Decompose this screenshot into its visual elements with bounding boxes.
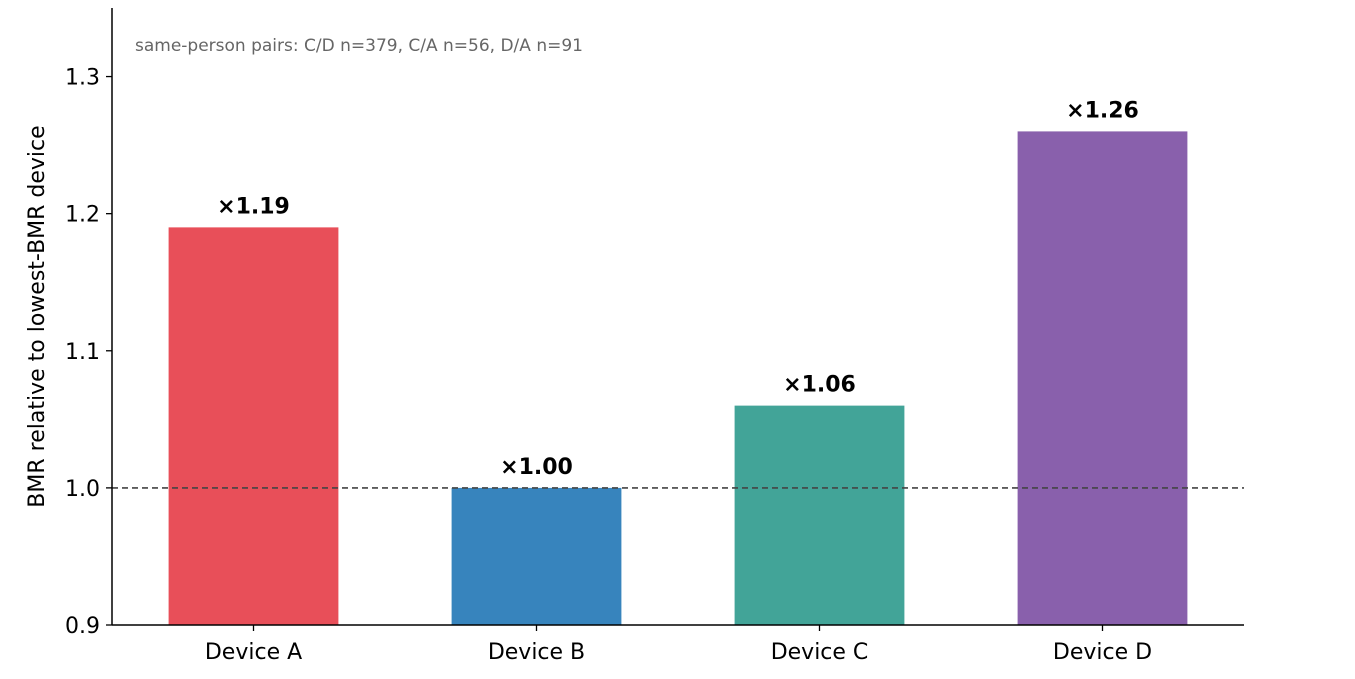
y-tick-label: 1.0 xyxy=(65,477,100,502)
y-tick-label: 1.3 xyxy=(65,66,100,91)
bar-value-label: ×1.26 xyxy=(1066,98,1139,123)
x-ticks: Device A Device B Device C Device D xyxy=(205,625,1152,665)
y-tick-label: 1.2 xyxy=(65,203,100,228)
x-tick-label: Device B xyxy=(488,640,585,665)
bar-device-a xyxy=(168,227,339,625)
x-tick-label: Device D xyxy=(1053,640,1152,665)
bar-value-labels: ×1.19 ×1.00 ×1.06 ×1.26 xyxy=(217,98,1139,479)
sample-size-annotation: same-person pairs: C/D n=379, C/A n=56, … xyxy=(135,36,583,56)
bar-value-label: ×1.00 xyxy=(500,455,573,480)
bar-value-label: ×1.19 xyxy=(217,194,290,219)
bar-device-d xyxy=(1017,131,1188,625)
bars-group xyxy=(168,131,1188,625)
bar-device-c xyxy=(734,405,905,625)
bar-value-label: ×1.06 xyxy=(783,373,856,398)
x-tick-label: Device C xyxy=(771,640,869,665)
x-tick-label: Device A xyxy=(205,640,302,665)
y-axis-label: BMR relative to lowest-BMR device xyxy=(25,125,50,507)
y-tick-label: 1.1 xyxy=(65,340,100,365)
bar-device-b xyxy=(451,487,622,625)
y-ticks: 0.9 1.0 1.1 1.2 1.3 xyxy=(65,66,112,639)
y-tick-label: 0.9 xyxy=(65,614,100,639)
